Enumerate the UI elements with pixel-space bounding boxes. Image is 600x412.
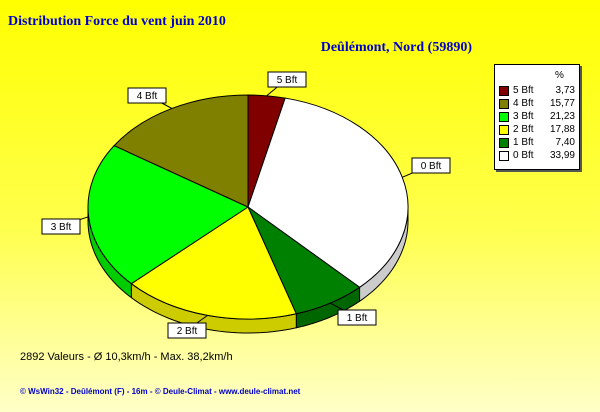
legend-swatch bbox=[499, 138, 509, 148]
legend-value: 33,99 bbox=[549, 150, 575, 161]
legend-item-0-bft: 0 Bft 33,99 bbox=[499, 150, 577, 162]
legend-label: 4 Bft bbox=[513, 98, 534, 109]
footer-stats: 2892 Valeurs - Ø 10,3km/h - Max. 38,2km/… bbox=[20, 351, 233, 363]
legend-item-1-bft: 1 Bft 7,40 bbox=[499, 137, 577, 149]
label-box-3-bft bbox=[41, 218, 81, 235]
legend-swatch bbox=[499, 99, 509, 109]
legend-value: 15,77 bbox=[549, 98, 575, 109]
slice-label-3-bft: 3 Bft bbox=[51, 222, 72, 233]
label-box-2-bft bbox=[167, 322, 207, 339]
legend-swatch bbox=[499, 151, 509, 161]
slice-label-5-bft: 5 Bft bbox=[277, 75, 298, 86]
legend-item-2-bft: 2 Bft 17,88 bbox=[499, 124, 577, 136]
slice-label-0-bft: 0 Bft bbox=[421, 161, 442, 172]
label-box-5-bft bbox=[267, 71, 307, 88]
legend-item-5-bft: 5 Bft 3,73 bbox=[499, 85, 577, 97]
legend-swatch bbox=[499, 125, 509, 135]
legend-label: 3 Bft bbox=[513, 111, 534, 122]
legend-value: 17,88 bbox=[549, 124, 575, 135]
legend-item-4-bft: 4 Bft 15,77 bbox=[499, 98, 577, 110]
legend-label: 1 Bft bbox=[513, 137, 534, 148]
pie-slice-3-bft bbox=[87, 145, 250, 285]
chart-legend: % 5 Bft 3,73 4 Bft 15,77 3 Bft 21,23 2 Bft 17,8… bbox=[494, 64, 580, 170]
pie-slice-0-bft bbox=[247, 97, 409, 288]
slice-label-4-bft: 4 Bft bbox=[137, 91, 158, 102]
footer-credits: © WsWin32 - Deûlémont (F) - 16m - © Deul… bbox=[20, 387, 301, 396]
legend-label: 5 Bft bbox=[513, 85, 534, 96]
label-box-1-bft bbox=[337, 309, 377, 326]
legend-label: 0 Bft bbox=[513, 150, 534, 161]
label-box-0-bft bbox=[411, 157, 451, 174]
slice-label-2-bft: 2 Bft bbox=[177, 326, 198, 337]
pie-slice-4-bft bbox=[113, 94, 249, 208]
legend-item-3-bft: 3 Bft 21,23 bbox=[499, 111, 577, 123]
chart-title: Distribution Force du vent juin 2010 bbox=[8, 14, 226, 29]
legend-label: 2 Bft bbox=[513, 124, 534, 135]
legend-value: 21,23 bbox=[549, 111, 575, 122]
chart-subtitle: Deûlémont, Nord (59890) bbox=[320, 40, 472, 55]
legend-swatch bbox=[499, 86, 509, 96]
pie-slice-2-bft bbox=[130, 206, 297, 320]
slice-label-1-bft: 1 Bft bbox=[347, 313, 368, 324]
legend-header: % bbox=[555, 70, 564, 81]
legend-value: 7,40 bbox=[555, 137, 575, 148]
legend-value: 3,73 bbox=[555, 85, 575, 96]
legend-swatch bbox=[499, 112, 509, 122]
label-box-4-bft bbox=[127, 87, 167, 104]
